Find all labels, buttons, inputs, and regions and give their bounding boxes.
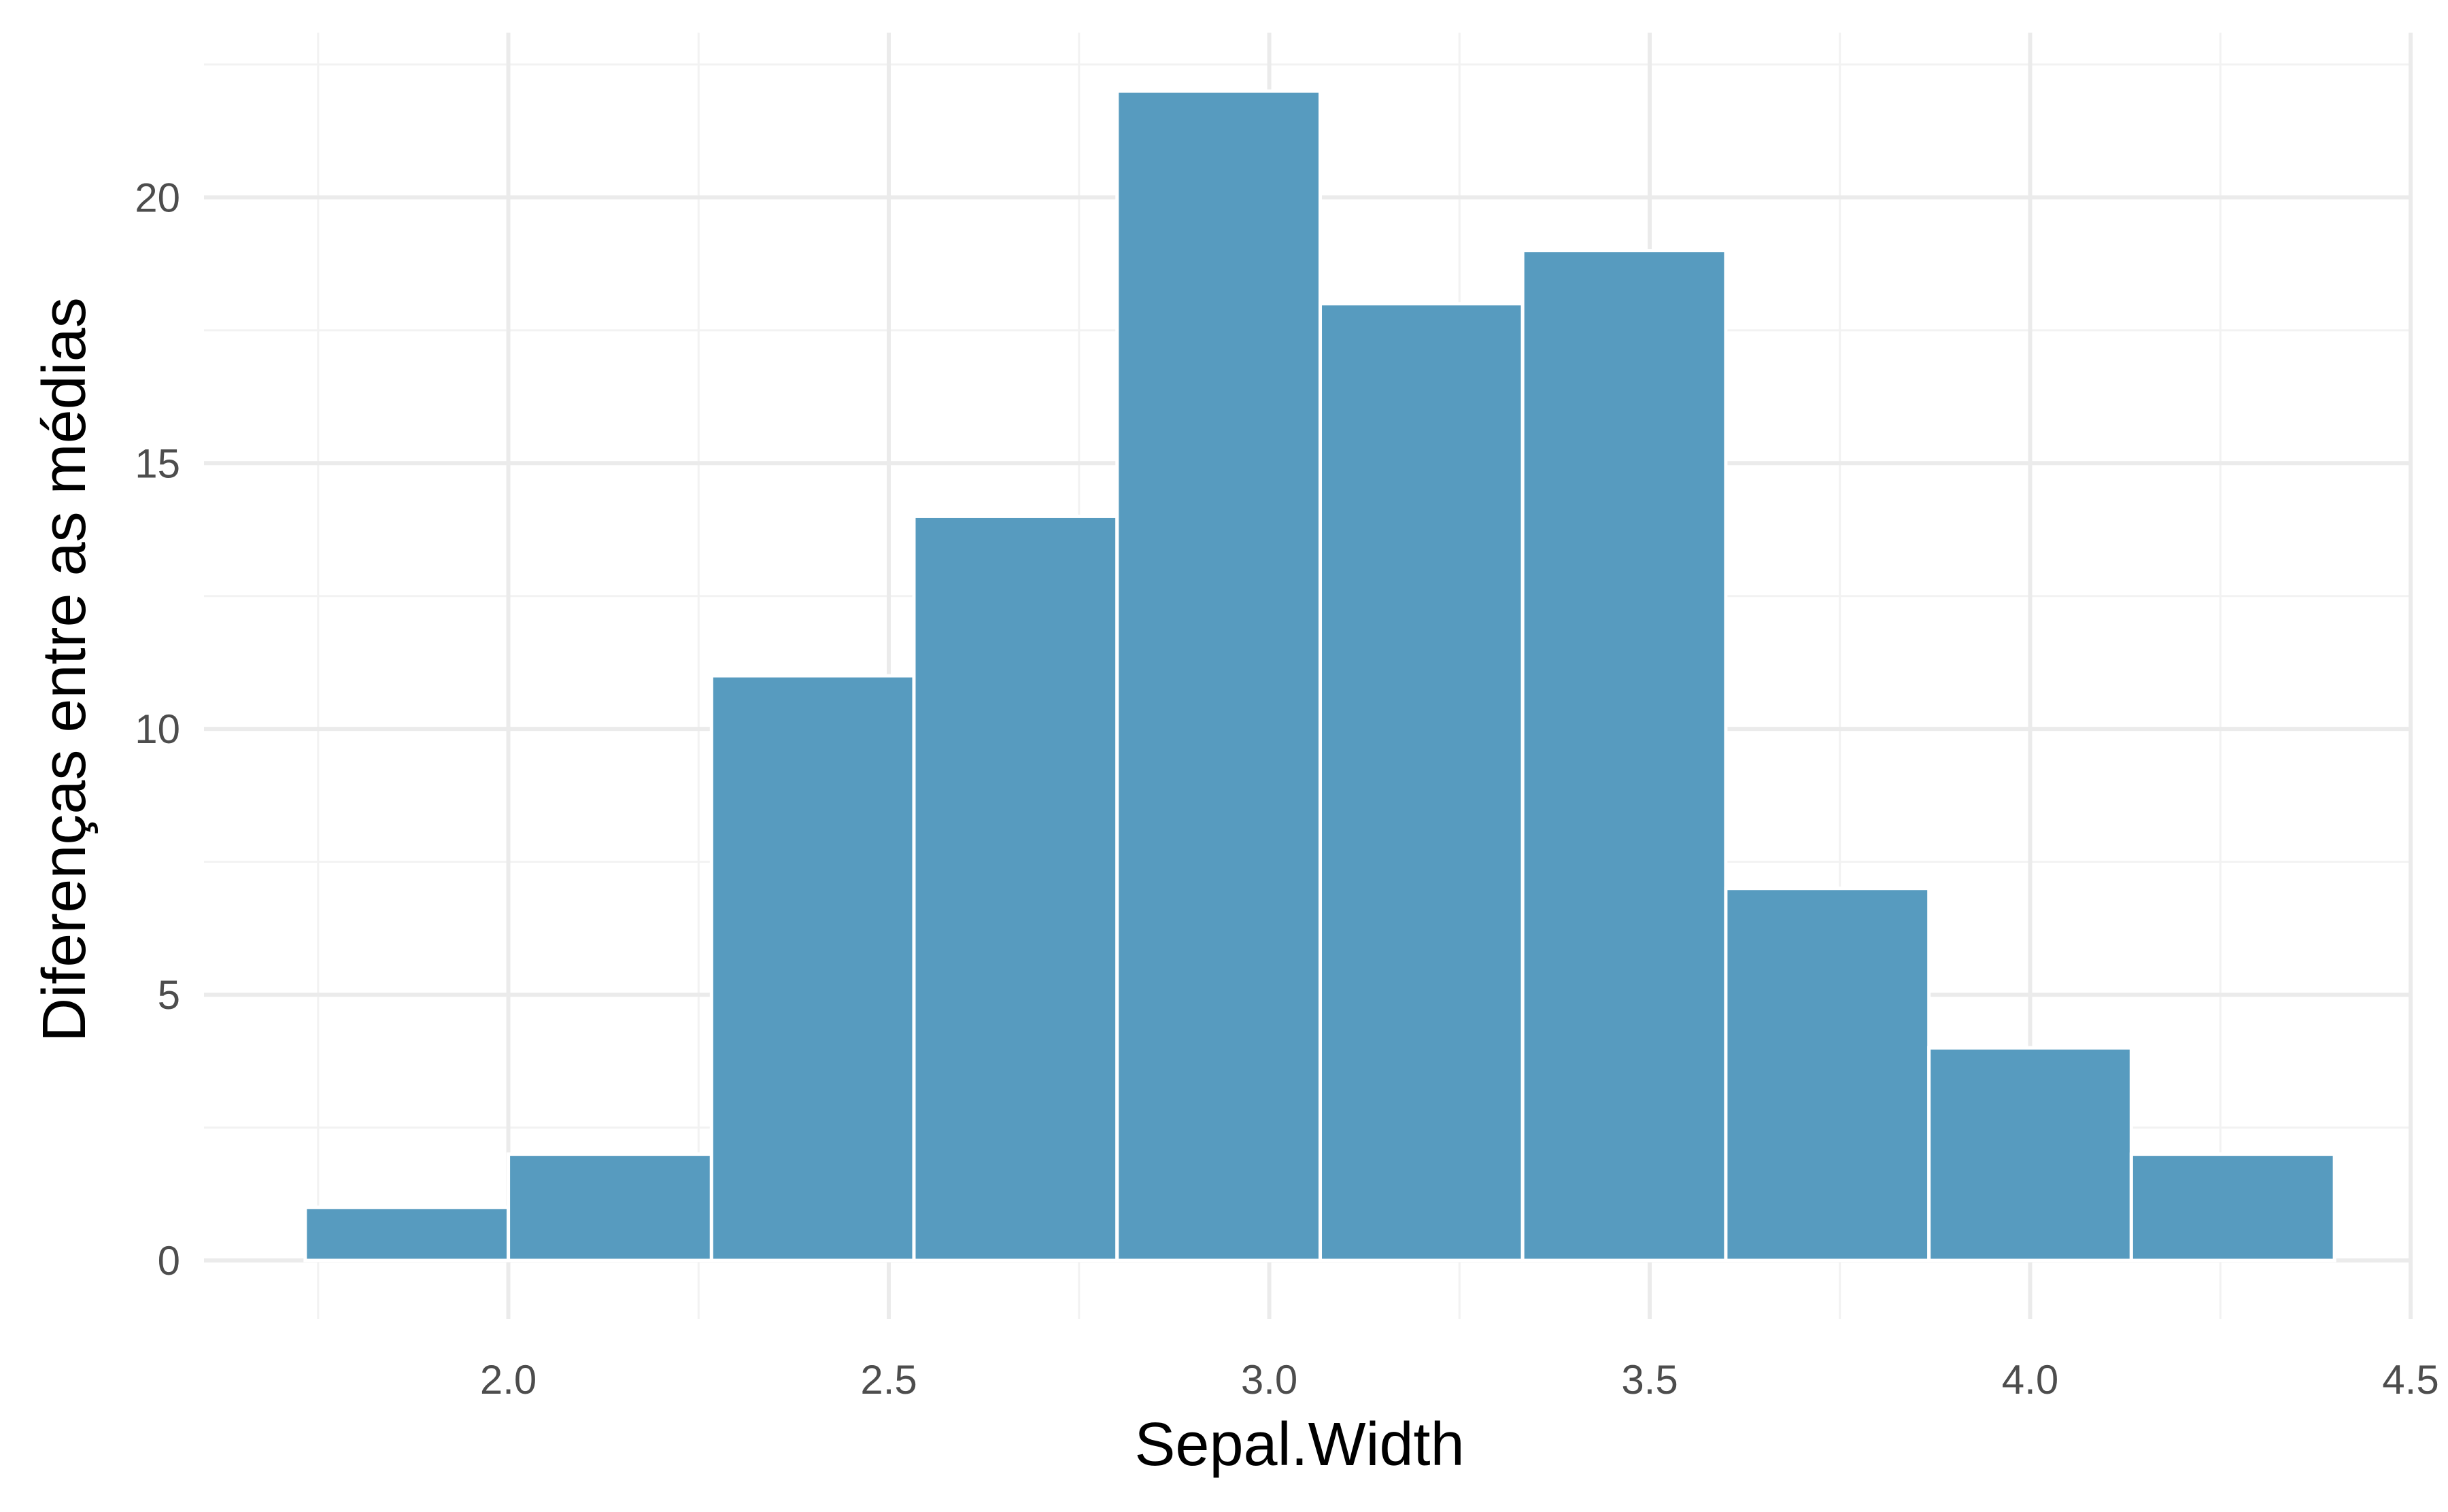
x-axis-title: Sepal.Width — [1134, 1411, 1464, 1479]
histogram-bar — [912, 514, 1119, 1262]
histogram-bar — [303, 1205, 511, 1262]
histogram-bar — [1115, 89, 1323, 1262]
x-tick-label: 3.5 — [1621, 1357, 1678, 1403]
y-tick-label: 15 — [135, 441, 180, 486]
y-tick-label: 10 — [135, 706, 180, 752]
histogram-bars — [303, 89, 2336, 1262]
x-axis-tick-labels: 2.0 2.5 3.0 3.5 4.0 4.5 — [480, 1357, 2439, 1403]
y-axis-tick-labels: 0 5 10 15 20 — [135, 175, 180, 1284]
histogram-bar — [2129, 1152, 2336, 1262]
x-tick-label: 3.0 — [1241, 1357, 1297, 1403]
histogram-bar — [709, 674, 916, 1262]
x-tick-label: 2.5 — [860, 1357, 917, 1403]
histogram-bar — [1724, 887, 1931, 1262]
histogram-bar — [507, 1152, 713, 1262]
y-axis-title: Diferenças entre as médias — [31, 297, 99, 1042]
histogram-bar — [1319, 302, 1525, 1262]
y-tick-label: 20 — [135, 175, 180, 220]
y-tick-label: 5 — [158, 972, 180, 1018]
histogram-bar — [1520, 249, 1728, 1262]
y-tick-label: 0 — [158, 1238, 180, 1284]
histogram-bar — [1927, 1046, 2133, 1262]
x-tick-label: 4.5 — [2382, 1357, 2438, 1403]
x-tick-label: 2.0 — [480, 1357, 537, 1403]
x-tick-label: 4.0 — [2002, 1357, 2058, 1403]
